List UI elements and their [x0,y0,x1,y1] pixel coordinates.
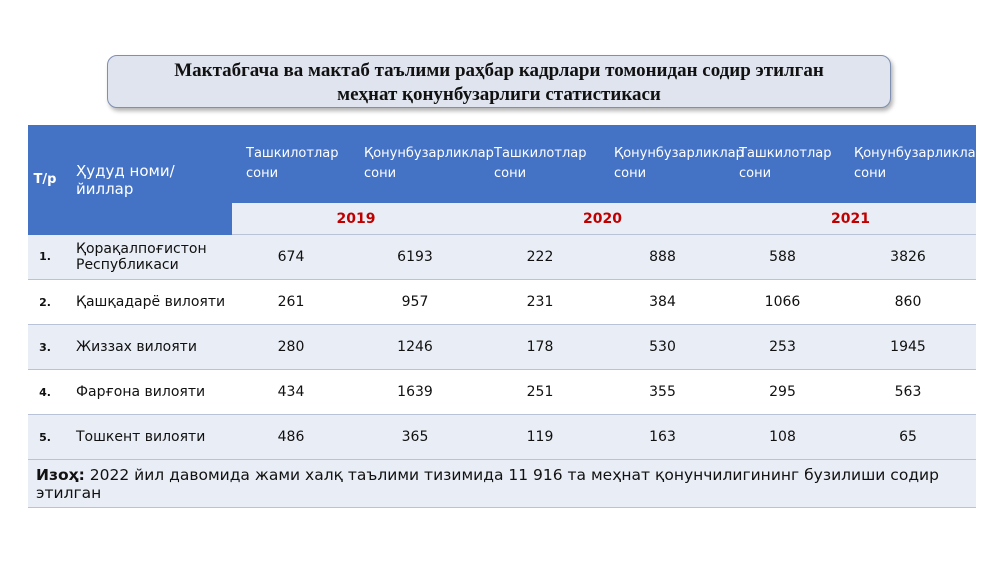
row-number: 5. [28,414,62,460]
year-cell: 2021 [725,203,976,235]
value-cell: 251 [480,369,600,415]
header-cell: Т/р [28,125,62,235]
value-cell: 295 [725,369,840,415]
region-name: Фарғона вилояти [62,369,232,415]
value-cell: 280 [232,324,350,370]
value-cell: 530 [600,324,725,370]
header-cell: Ташкилотлар сони [725,125,840,203]
region-name: Қорақалпоғистон Республикаси [62,234,232,280]
value-cell: 253 [725,324,840,370]
value-cell: 6193 [350,234,480,280]
value-cell: 1945 [840,324,976,370]
header-row: Т/р Ҳудуд номи/йиллар Ташкилотлар сони Қону… [28,125,984,235]
header-cell: Ташкилотлар сони [232,125,350,203]
year-row: 2019 2020 2021 [28,203,976,235]
year-cell: 2019 [232,203,480,235]
value-cell: 563 [840,369,976,415]
value-cell: 1246 [350,324,480,370]
value-cell: 1639 [350,369,480,415]
note-cell: Изоҳ: 2022 йил давомида жами халқ таълим… [28,459,976,508]
value-cell: 434 [232,369,350,415]
region-name: Жиззах вилояти [62,324,232,370]
value-cell: 674 [232,234,350,280]
data-row: 2. Қашқадарё вилояти 261 957 231 384 1066 860 [28,279,976,325]
region-name: Тошкент вилояти [62,414,232,460]
data-row: 1. Қорақалпоғистон Республикаси 674 6193 222… [28,234,976,280]
note-text: 2022 йил давомида жами халқ таълими тизи… [36,465,939,502]
data-row: 4. Фарғона вилояти 434 1639 251 355 295 563 [28,369,976,415]
value-cell: 384 [600,279,725,325]
title: Мактабгача ва мактаб таълими раҳбар кадр… [174,60,824,81]
row-number: 4. [28,369,62,415]
region-name: Қашқадарё вилояти [62,279,232,325]
value-cell: 3826 [840,234,976,280]
header-cell: Қонунбузарликлар сони [350,125,494,203]
value-cell: 588 [725,234,840,280]
value-cell: 108 [725,414,840,460]
value-cell: 222 [480,234,600,280]
row-number: 2. [28,279,62,325]
value-cell: 365 [350,414,480,460]
header-cell: Қонунбузарликлар сони [840,125,984,203]
value-cell: 178 [480,324,600,370]
row-number: 3. [28,324,62,370]
row-number: 1. [28,234,62,280]
year-cell: 2020 [480,203,725,235]
value-cell: 119 [480,414,600,460]
data-row: 5. Тошкент вилояти 486 365 119 163 108 65 [28,414,976,460]
header-cell: Ташкилотлар сони [480,125,600,203]
value-cell: 860 [840,279,976,325]
header-cell: Ҳудуд номи/йиллар [62,125,232,235]
value-cell: 65 [840,414,976,460]
value-cell: 261 [232,279,350,325]
note-row: Изоҳ: 2022 йил давомида жами халқ таълим… [28,459,976,508]
value-cell: 486 [232,414,350,460]
header-cell: Қонунбузарликлар сони [600,125,744,203]
value-cell: 355 [600,369,725,415]
table: Т/р Ҳудуд номи/йиллар Ташкилотлар сони Қону… [28,125,984,508]
note-label: Изоҳ: [36,465,85,484]
data-row: 3. Жиззах вилояти 280 1246 178 530 253 1945 [28,324,976,370]
table-body: Т/р Ҳудуд номи/йиллар Ташкилотлар сони Қону… [28,125,984,508]
title: меҳнат қонунбузарлиги статистикаси [337,84,661,105]
value-cell: 888 [600,234,725,280]
value-cell: 163 [600,414,725,460]
title-box: Мактабгача ва мактаб таълими раҳбар кадр… [107,55,891,108]
value-cell: 957 [350,279,480,325]
value-cell: 1066 [725,279,840,325]
value-cell: 231 [480,279,600,325]
